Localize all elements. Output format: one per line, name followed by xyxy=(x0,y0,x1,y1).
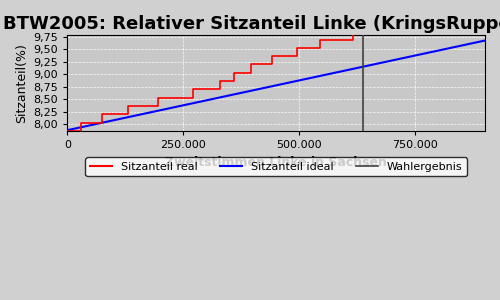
Title: BTW2005: Relativer Sitzanteil Linke (KringsRuppertC): BTW2005: Relativer Sitzanteil Linke (Kri… xyxy=(3,15,500,33)
Legend: Sitzanteil real, Sitzanteil ideal, Wahlergebnis: Sitzanteil real, Sitzanteil ideal, Wahle… xyxy=(86,158,467,176)
X-axis label: Zweitstimmen Linke in Sachsen: Zweitstimmen Linke in Sachsen xyxy=(165,156,387,169)
Y-axis label: Sitzanteil(%): Sitzanteil(%) xyxy=(15,43,28,123)
